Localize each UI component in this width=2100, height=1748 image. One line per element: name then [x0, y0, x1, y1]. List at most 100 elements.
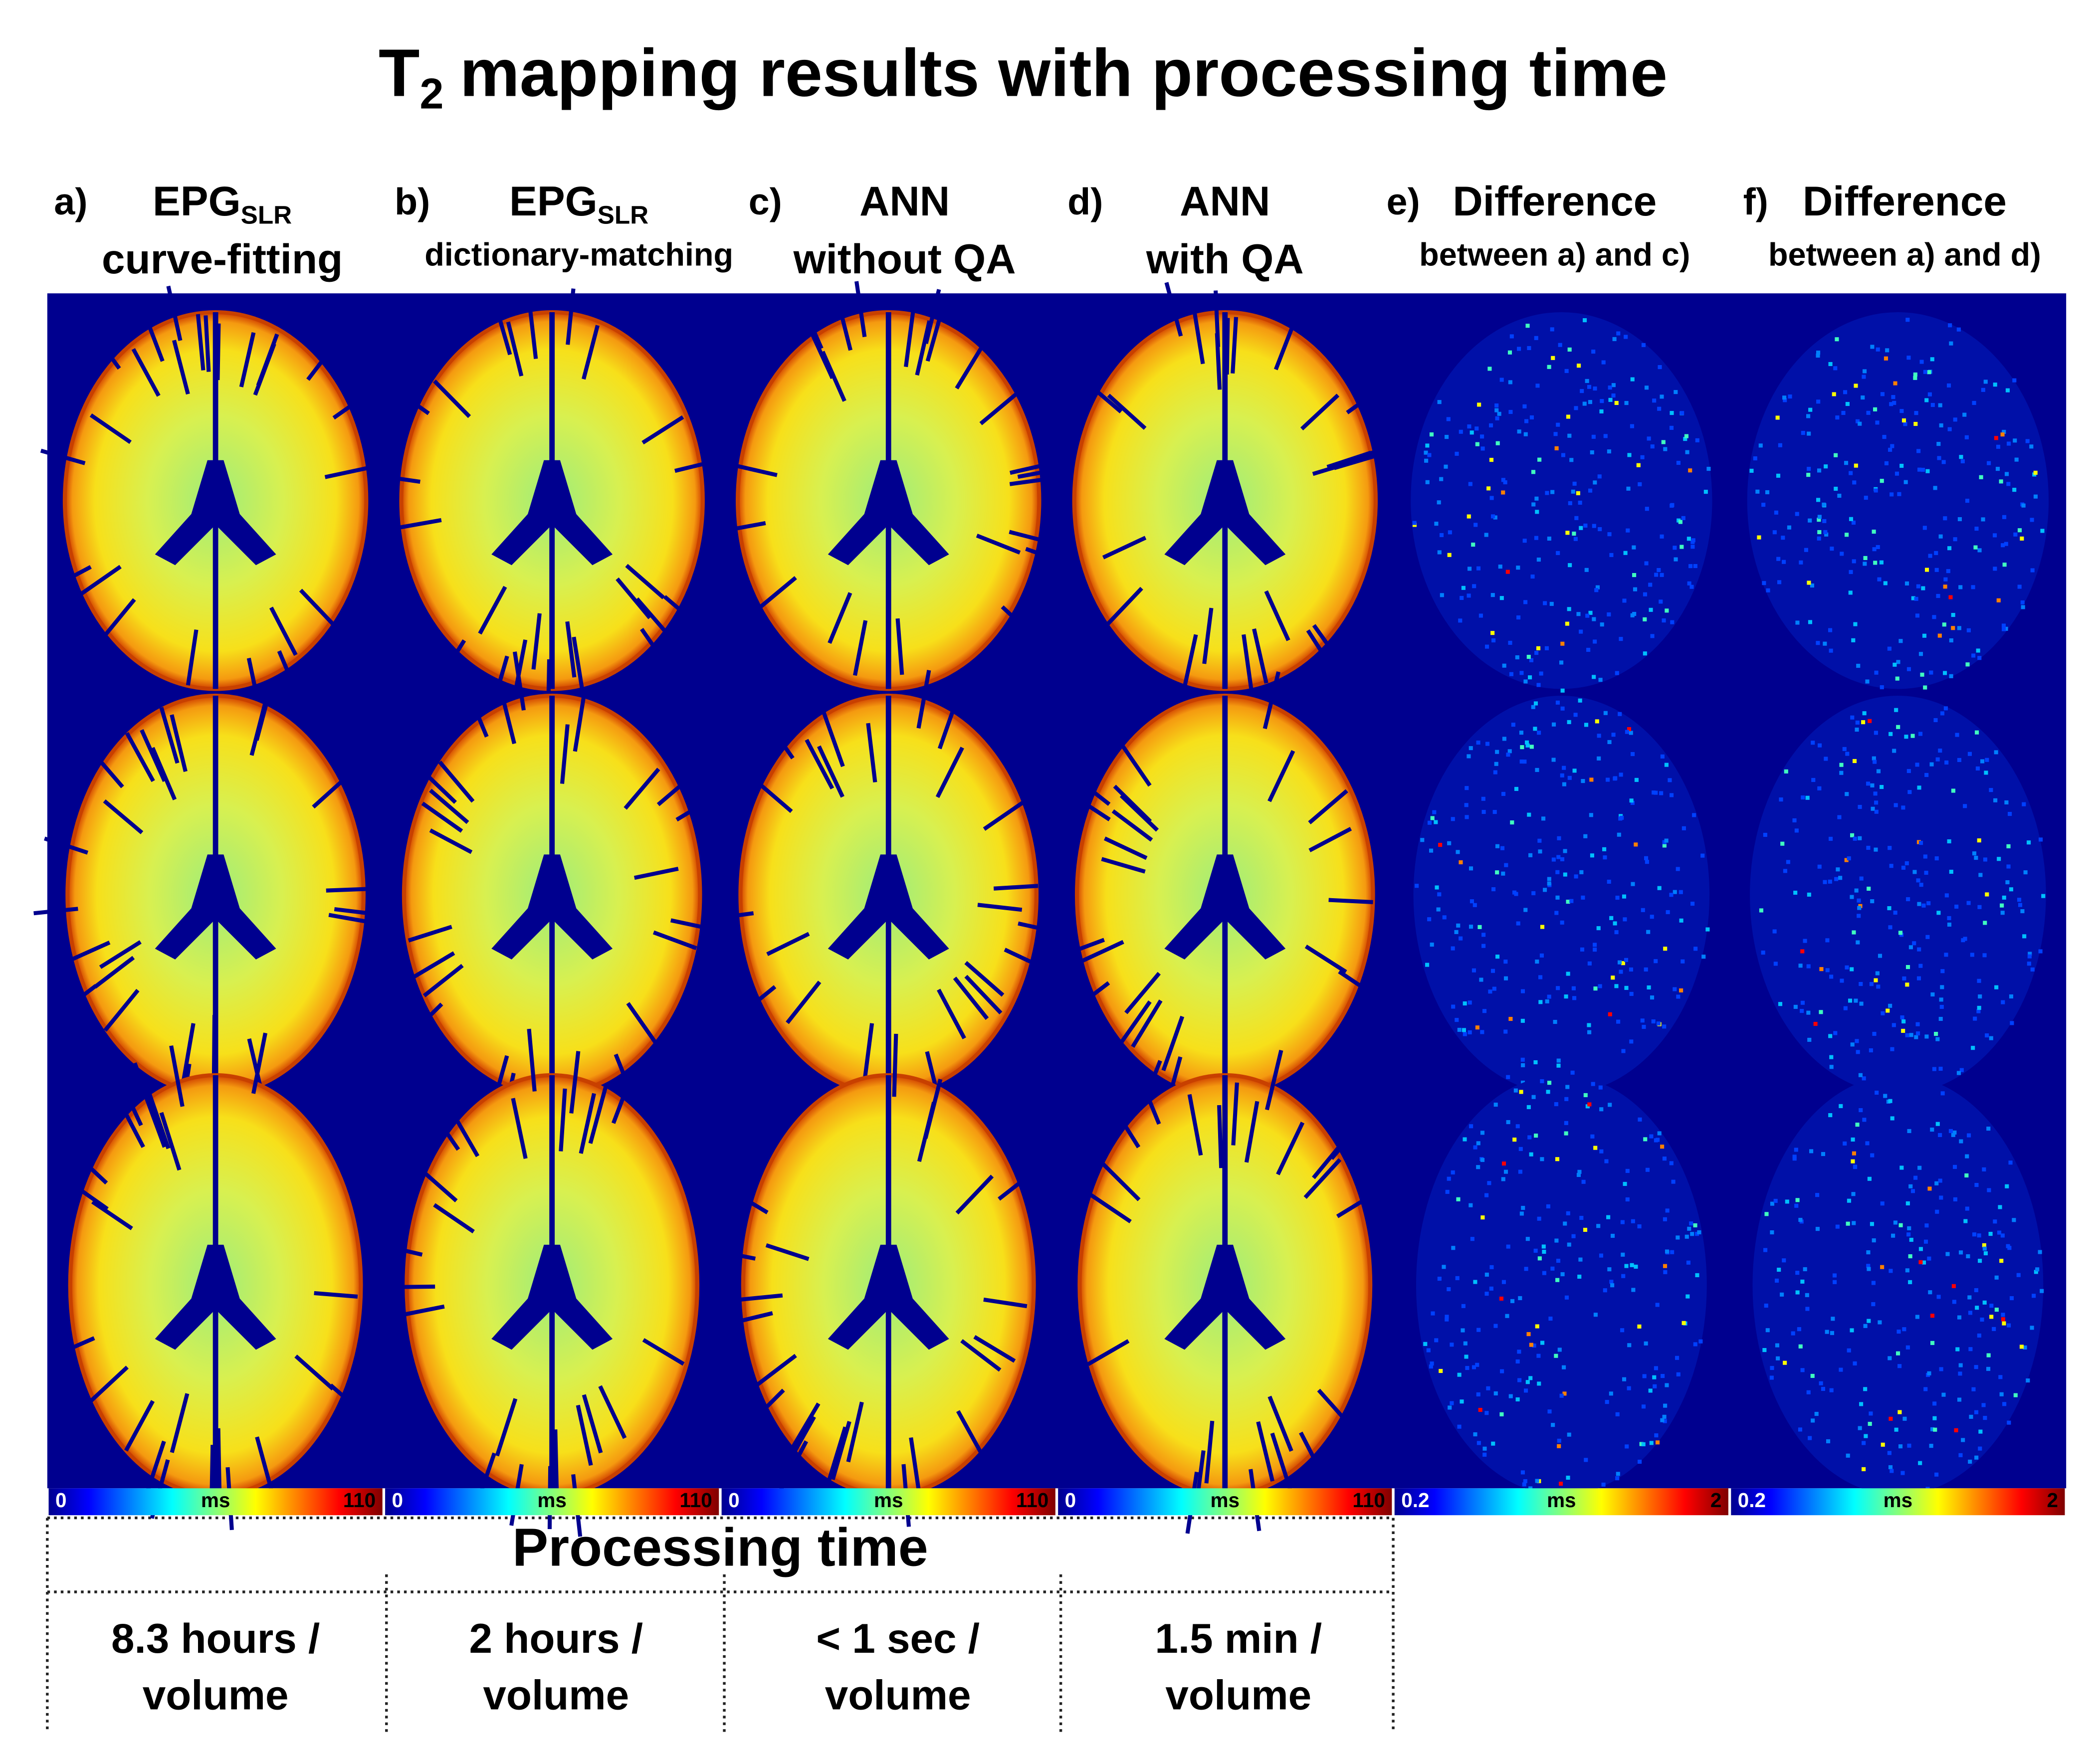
sulcus	[1018, 921, 1062, 935]
difference-pixel	[1624, 985, 1629, 990]
sulcus	[614, 1053, 639, 1108]
difference-pixel	[1901, 418, 1906, 423]
difference-pixel	[1978, 1429, 1983, 1434]
difference-pixel	[2014, 457, 2019, 462]
difference-pixel	[2006, 844, 2011, 848]
difference-pixel	[1503, 1169, 1508, 1174]
panel-letter: c)	[749, 181, 782, 223]
difference-pixel	[1961, 1438, 1965, 1442]
sulcus	[418, 766, 457, 804]
difference-pixel	[1484, 533, 1488, 537]
panel-subheading: curve-fitting	[102, 235, 343, 282]
difference-pixel	[1870, 1153, 1875, 1158]
difference-pixel	[1470, 430, 1474, 435]
difference-pixel	[1930, 1427, 1935, 1431]
difference-pixel	[1587, 385, 1592, 389]
difference-pixel	[1480, 434, 1484, 439]
sulcus	[1264, 590, 1290, 641]
difference-pixel	[1494, 403, 1499, 408]
difference-pixel	[1974, 1410, 1979, 1414]
difference-pixel	[1959, 1139, 1963, 1144]
sulcus	[652, 930, 697, 951]
difference-pixel	[1853, 1361, 1857, 1365]
difference-pixel	[1896, 660, 1900, 664]
difference-pixel	[1862, 1076, 1866, 1081]
difference-pixel	[1525, 324, 1530, 328]
difference-pixel	[1534, 1133, 1538, 1138]
sulcus	[656, 771, 697, 806]
difference-pixel	[1967, 1133, 1971, 1138]
difference-pixel	[1956, 1071, 1961, 1075]
difference-pixel	[1892, 749, 1896, 753]
difference-pixel	[2017, 584, 2022, 589]
difference-pixel	[1525, 1380, 1530, 1384]
sulcus	[375, 473, 420, 484]
difference-pixel	[1977, 978, 1981, 983]
difference-pixel	[1663, 447, 1668, 451]
difference-pixel	[1981, 1403, 1986, 1407]
sulcus	[625, 564, 665, 599]
sulcus	[916, 670, 931, 729]
difference-pixel	[2033, 494, 2038, 499]
difference-pixel	[2040, 1289, 2044, 1293]
difference-pixel	[2006, 864, 2011, 869]
difference-pixel	[1964, 435, 1969, 439]
difference-pixel	[1821, 1386, 1826, 1391]
difference-pixel	[1632, 611, 1637, 616]
difference-pixel	[1681, 1321, 1686, 1325]
difference-pixel	[1907, 1226, 1911, 1230]
difference-pixel	[1873, 760, 1877, 764]
difference-pixel	[2002, 515, 2007, 519]
difference-pixel	[1629, 1039, 1634, 1044]
difference-pixel	[1577, 1169, 1582, 1174]
difference-pixel	[2002, 1321, 2006, 1326]
difference-pixel	[1878, 954, 1883, 958]
sulcus	[103, 988, 140, 1032]
difference-pixel	[1862, 1441, 1866, 1445]
difference-pixel	[1857, 914, 1861, 918]
difference-pixel	[1893, 1220, 1897, 1225]
difference-pixel	[1947, 916, 1951, 921]
difference-pixel	[1806, 1390, 1811, 1394]
difference-pixel	[1778, 443, 1782, 447]
difference-pixel	[1597, 474, 1602, 479]
difference-pixel	[1531, 470, 1536, 474]
difference-pixel	[1887, 906, 1891, 911]
difference-pixel	[1983, 1251, 1988, 1256]
difference-pixel	[1484, 1272, 1489, 1277]
difference-pixel	[1829, 836, 1833, 841]
difference-pixel	[1521, 1205, 1525, 1210]
colorbar	[385, 1488, 719, 1516]
difference-pixel	[1775, 1343, 1779, 1348]
difference-pixel	[1824, 757, 1828, 761]
difference-pixel	[1674, 557, 1678, 562]
difference-pixel	[1565, 531, 1570, 535]
difference-pixel	[1644, 561, 1649, 566]
difference-pixel	[1993, 567, 1997, 571]
difference-pixel	[1425, 963, 1430, 967]
difference-pixel	[1536, 1354, 1541, 1358]
difference-pixel	[1448, 1405, 1452, 1410]
difference-pixel	[1447, 841, 1452, 845]
difference-pixel	[1657, 568, 1661, 573]
difference-pixel	[1663, 1419, 1667, 1423]
difference-pixel	[1506, 1244, 1510, 1249]
difference-pixel	[1974, 526, 1979, 531]
difference-pixel	[1553, 1019, 1557, 1024]
difference-pixel	[1993, 798, 1998, 802]
difference-pixel	[1859, 981, 1863, 986]
difference-pixel	[1515, 1397, 1520, 1402]
sulcus	[1264, 1050, 1283, 1111]
difference-pixel	[1582, 401, 1587, 406]
brain-outline	[1416, 1075, 1707, 1495]
difference-pixel	[1938, 1016, 1943, 1021]
difference-pixel	[1852, 759, 1857, 764]
difference-pixel	[1624, 1264, 1629, 1268]
panel-letter: e)	[1387, 181, 1420, 223]
difference-pixel	[1890, 1047, 1894, 1051]
difference-pixel	[1469, 866, 1473, 871]
difference-pixel	[1863, 1387, 1868, 1391]
sulcus	[66, 941, 111, 964]
difference-pixel	[1833, 366, 1838, 371]
difference-pixel	[1918, 1260, 1923, 1264]
